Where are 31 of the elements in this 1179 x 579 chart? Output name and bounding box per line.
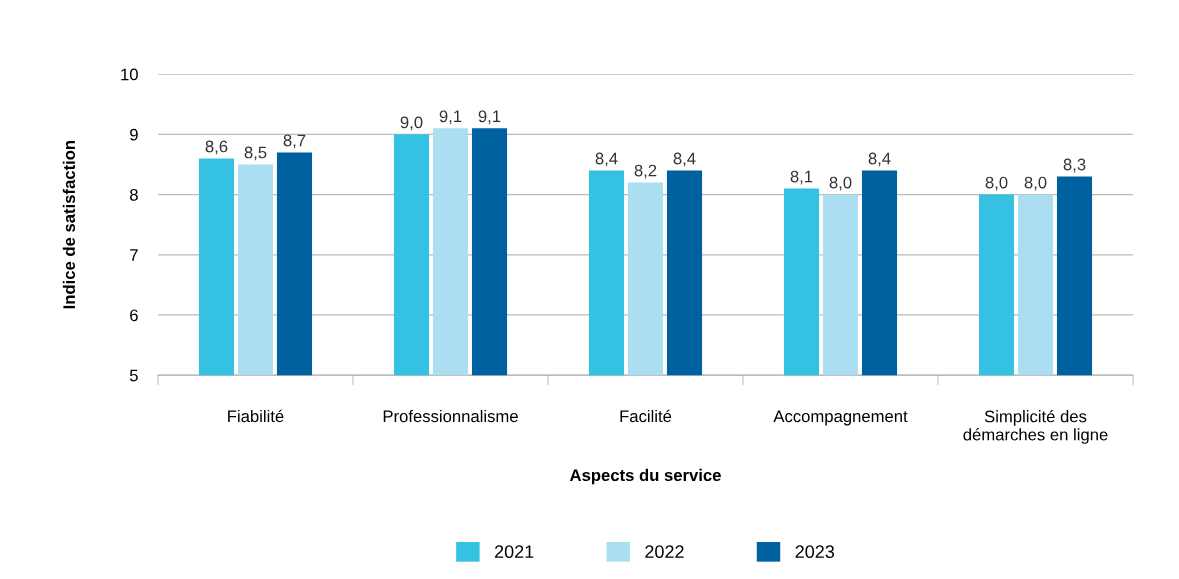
data-label: 8,0	[985, 176, 1008, 191]
legend-label: 2023	[795, 545, 835, 559]
data-label: 8,4	[673, 152, 696, 167]
x-tick-label: Professionnalisme	[383, 409, 518, 423]
data-label: 8,4	[868, 152, 891, 167]
data-label: 8,2	[634, 164, 657, 179]
y-axis-title: Indice de satisfaction	[62, 140, 76, 309]
x-tick-label: Accompagnement	[773, 410, 908, 426]
y-tick-label: 10	[121, 68, 138, 81]
y-tick-label: 9	[130, 128, 138, 141]
data-label: 9,1	[439, 110, 462, 125]
data-label: 9,1	[478, 110, 501, 125]
data-label: 8,3	[1063, 158, 1086, 173]
data-label: 8,0	[829, 176, 852, 191]
x-tick-label: Simplicité des démarches en ligne	[963, 409, 1108, 444]
data-label: 8,4	[595, 152, 618, 167]
data-label: 8,1	[790, 170, 813, 185]
y-tick-label: 5	[129, 369, 138, 382]
x-tick-label: Fiabilité	[228, 409, 284, 423]
x-axis-title: Aspects du service	[569, 468, 721, 485]
y-tick-label: 8	[130, 188, 138, 201]
legend-label: 2021	[494, 545, 534, 559]
y-tick-label: 6	[130, 309, 138, 322]
data-label: 8,5	[244, 146, 267, 161]
data-label: 9,0	[400, 116, 423, 131]
x-tick-label: Facilité	[620, 409, 672, 423]
data-label: 8,0	[1024, 176, 1047, 191]
data-label: 8,6	[205, 140, 228, 155]
data-label: 8,7	[283, 134, 306, 149]
y-tick-label: 7	[130, 249, 138, 261]
legend-label: 2022	[645, 545, 684, 559]
